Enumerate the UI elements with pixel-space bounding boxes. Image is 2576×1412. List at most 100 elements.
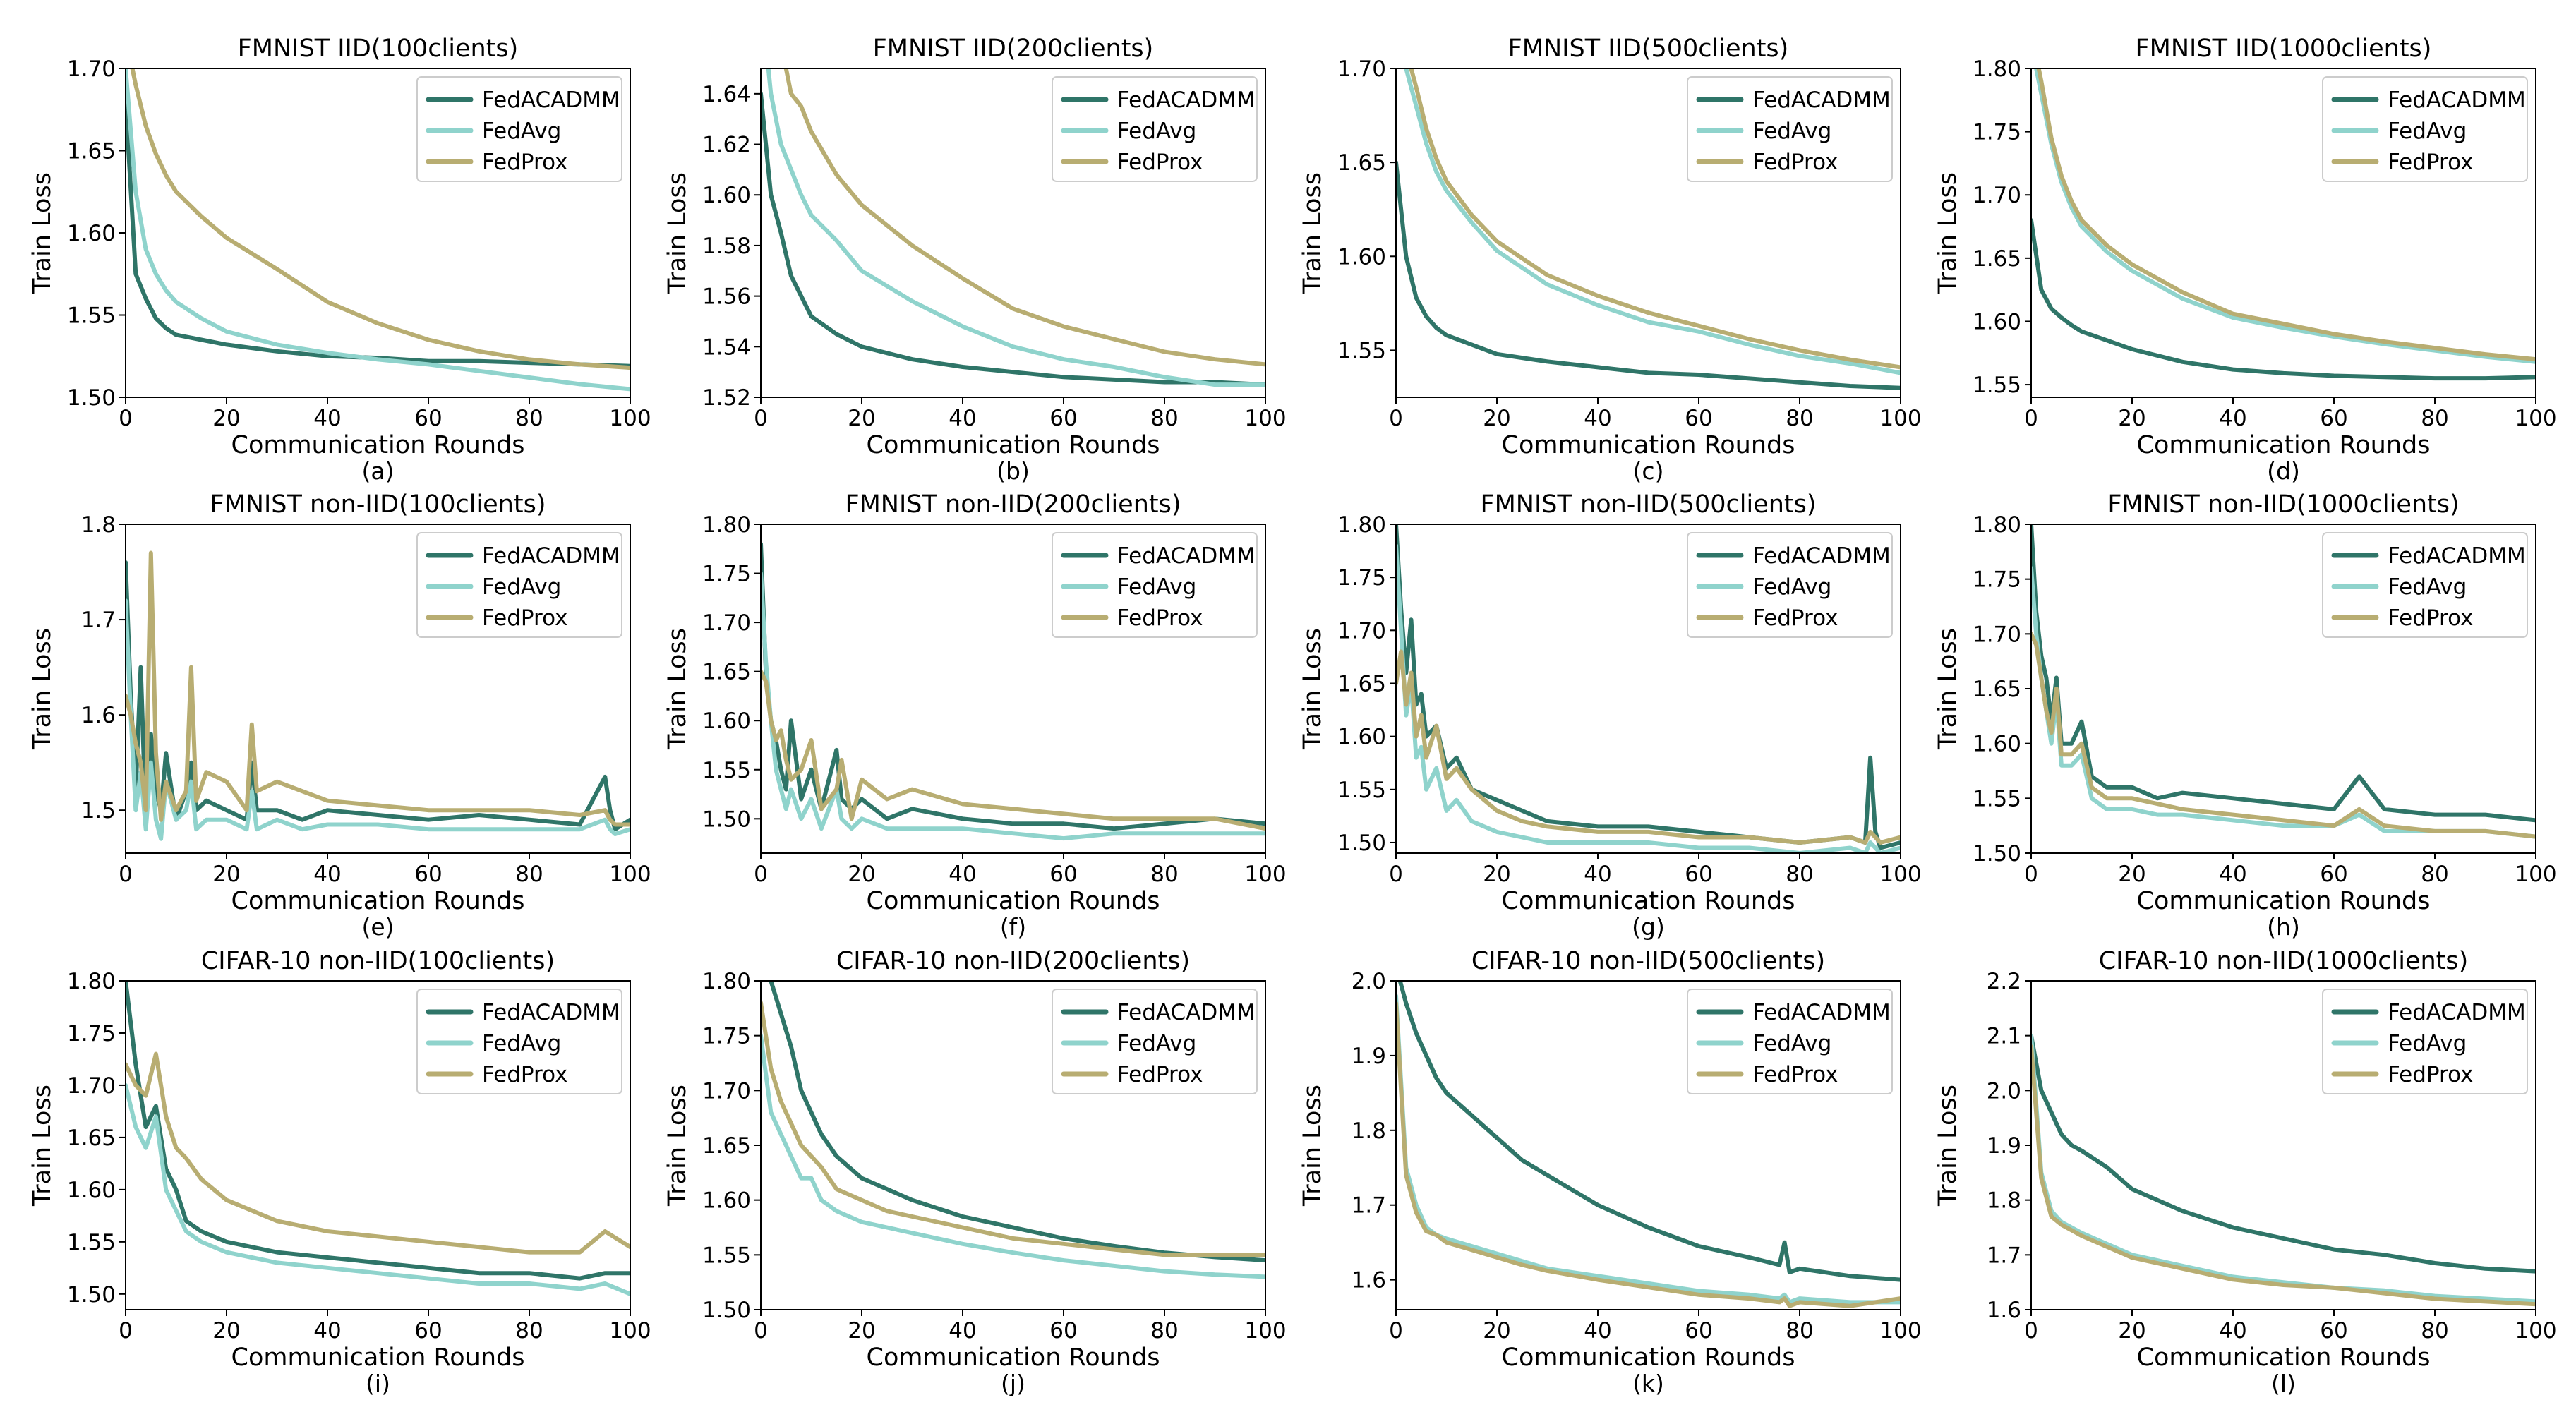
series-line-fedavg bbox=[766, 68, 1265, 387]
legend-label-fedavg: FedAvg bbox=[2388, 1031, 2467, 1056]
x-tick-label: 100 bbox=[609, 1318, 651, 1344]
x-tick-label: 0 bbox=[1389, 1318, 1403, 1344]
legend: FedACADMM FedAvg FedProx bbox=[1687, 532, 1893, 638]
x-tick-label: 0 bbox=[754, 1318, 768, 1344]
x-tick-label: 100 bbox=[2515, 1318, 2556, 1344]
legend-box bbox=[2322, 989, 2528, 1094]
y-tick-label: 1.6 bbox=[81, 703, 116, 728]
legend: FedACADMM FedAvg FedProx bbox=[2322, 76, 2528, 182]
y-tick-label: 1.75 bbox=[67, 1021, 116, 1046]
y-tick-label: 1.50 bbox=[67, 1282, 116, 1308]
series-line-fedacadmm bbox=[1397, 981, 1901, 1282]
legend: FedACADMM FedAvg FedProx bbox=[416, 989, 622, 1094]
legend-label-fedacadmm: FedACADMM bbox=[1117, 1000, 1256, 1025]
series-group bbox=[126, 981, 630, 1296]
series-line-fedacadmm bbox=[2031, 524, 2536, 823]
y-tick-label: 1.9 bbox=[1352, 1044, 1386, 1069]
panel-label: (b) bbox=[997, 457, 1030, 485]
legend-label-fedprox: FedProx bbox=[1117, 1062, 1203, 1087]
y-tick-label: 1.6 bbox=[1352, 1268, 1386, 1293]
y-tick-label: 1.7 bbox=[1352, 1193, 1386, 1219]
panel-label: (k) bbox=[1632, 1370, 1664, 1397]
legend-label-fedavg: FedAvg bbox=[482, 119, 561, 144]
x-tick-label: 40 bbox=[1584, 1318, 1611, 1344]
x-tick-label: 100 bbox=[1244, 1318, 1286, 1344]
x-axis-label: Communication Rounds bbox=[2137, 1344, 2431, 1372]
y-tick-label: 1.56 bbox=[702, 284, 751, 310]
y-tick-label: 1.70 bbox=[1973, 183, 2021, 208]
legend-label-fedprox: FedProx bbox=[2388, 150, 2473, 175]
x-tick-label: 0 bbox=[1389, 406, 1403, 431]
series-line-fedacadmm bbox=[761, 541, 1265, 831]
x-tick-label: 0 bbox=[754, 862, 768, 887]
y-tick-label: 1.80 bbox=[67, 969, 116, 994]
y-tick-label: 1.55 bbox=[1337, 778, 1386, 803]
plot-frame bbox=[760, 68, 1266, 398]
panel-label: (j) bbox=[1001, 1370, 1025, 1397]
plot-frame bbox=[125, 980, 631, 1310]
x-tick-label: 20 bbox=[848, 862, 875, 887]
y-tick-label: 1.80 bbox=[1973, 512, 2021, 538]
series-line-fedprox bbox=[2036, 68, 2536, 362]
y-tick-label: 1.70 bbox=[702, 1078, 751, 1104]
panel-label: (i) bbox=[366, 1370, 390, 1397]
x-tick-label: 80 bbox=[1786, 862, 1813, 887]
y-tick-label: 1.62 bbox=[702, 133, 751, 158]
series-group bbox=[2031, 524, 2536, 839]
chart-panel-5: 0 20 40 60 80 100 1.50 1.55 1.60 1.65 1.70 1.75 1.80… bbox=[663, 490, 1287, 941]
series-line-fedprox bbox=[761, 1001, 1265, 1257]
x-tick-label: 80 bbox=[2421, 406, 2448, 431]
x-tick-label: 40 bbox=[949, 406, 976, 431]
x-tick-label: 100 bbox=[1244, 862, 1286, 887]
x-tick-label: 40 bbox=[949, 862, 976, 887]
legend: FedACADMM FedAvg FedProx bbox=[2322, 989, 2528, 1094]
y-tick-label: 1.50 bbox=[1337, 831, 1386, 856]
y-tick-label: 1.55 bbox=[1973, 786, 2021, 811]
series-line-fedavg bbox=[126, 598, 630, 841]
y-tick-label: 1.55 bbox=[702, 1243, 751, 1268]
series-group bbox=[761, 981, 1265, 1279]
y-tick-label: 1.60 bbox=[702, 708, 751, 734]
x-axis-label: Communication Rounds bbox=[1502, 431, 1795, 459]
series-group bbox=[2031, 68, 2536, 381]
series-line-fedavg bbox=[126, 68, 630, 392]
y-tick-label: 1.58 bbox=[702, 234, 751, 259]
x-tick-label: 40 bbox=[2219, 1318, 2246, 1344]
chart-panel-0: 0 20 40 60 80 100 1.50 1.55 1.60 1.65 1.70 FMNIST I… bbox=[28, 35, 651, 485]
y-tick-label: 2.2 bbox=[1987, 969, 2021, 994]
x-tick-label: 40 bbox=[1584, 862, 1611, 887]
x-tick-label: 80 bbox=[1150, 862, 1178, 887]
legend: FedACADMM FedAvg FedProx bbox=[416, 532, 622, 638]
x-tick-label: 80 bbox=[2421, 1318, 2448, 1344]
x-axis-label: Communication Rounds bbox=[867, 431, 1160, 459]
series-line-fedavg bbox=[761, 571, 1265, 841]
legend-label-fedacadmm: FedACADMM bbox=[1752, 1000, 1891, 1025]
x-tick-label: 60 bbox=[1049, 862, 1077, 887]
y-axis-label: Train Loss bbox=[663, 1085, 692, 1207]
y-tick-label: 1.70 bbox=[67, 1073, 116, 1099]
x-tick-label: 20 bbox=[212, 862, 240, 887]
chart-panel-9: 0 20 40 60 80 100 1.50 1.55 1.60 1.65 1.70 1.75 1.80… bbox=[663, 947, 1287, 1397]
x-axis-label: Communication Rounds bbox=[231, 431, 525, 459]
y-tick-label: 1.50 bbox=[1973, 841, 2021, 867]
series-line-fedacadmm bbox=[1396, 160, 1901, 390]
series-group bbox=[2031, 1033, 2536, 1307]
y-tick-label: 1.50 bbox=[702, 807, 751, 832]
legend-box bbox=[1687, 989, 1893, 1094]
chart-panel-6: 0 20 40 60 80 100 1.50 1.55 1.60 1.65 1.70 1.75 1.80… bbox=[1299, 490, 1922, 941]
legend-label-fedavg: FedAvg bbox=[1752, 119, 1831, 144]
plot-frame bbox=[1395, 980, 1901, 1310]
y-tick-label: 1.60 bbox=[1337, 725, 1386, 750]
x-tick-label: 20 bbox=[212, 1318, 240, 1344]
y-tick-label: 1.80 bbox=[702, 969, 751, 994]
x-tick-label: 40 bbox=[2219, 862, 2246, 887]
series-line-fedacadmm bbox=[2031, 1033, 2536, 1274]
y-axis-label: Train Loss bbox=[663, 628, 692, 750]
legend-label-fedprox: FedProx bbox=[2388, 1062, 2473, 1087]
y-tick-label: 1.7 bbox=[81, 608, 116, 633]
legend-box bbox=[2322, 76, 2528, 182]
series-line-fedprox bbox=[126, 550, 630, 827]
series-line-fedavg bbox=[761, 1033, 1265, 1279]
series-group bbox=[761, 541, 1265, 841]
